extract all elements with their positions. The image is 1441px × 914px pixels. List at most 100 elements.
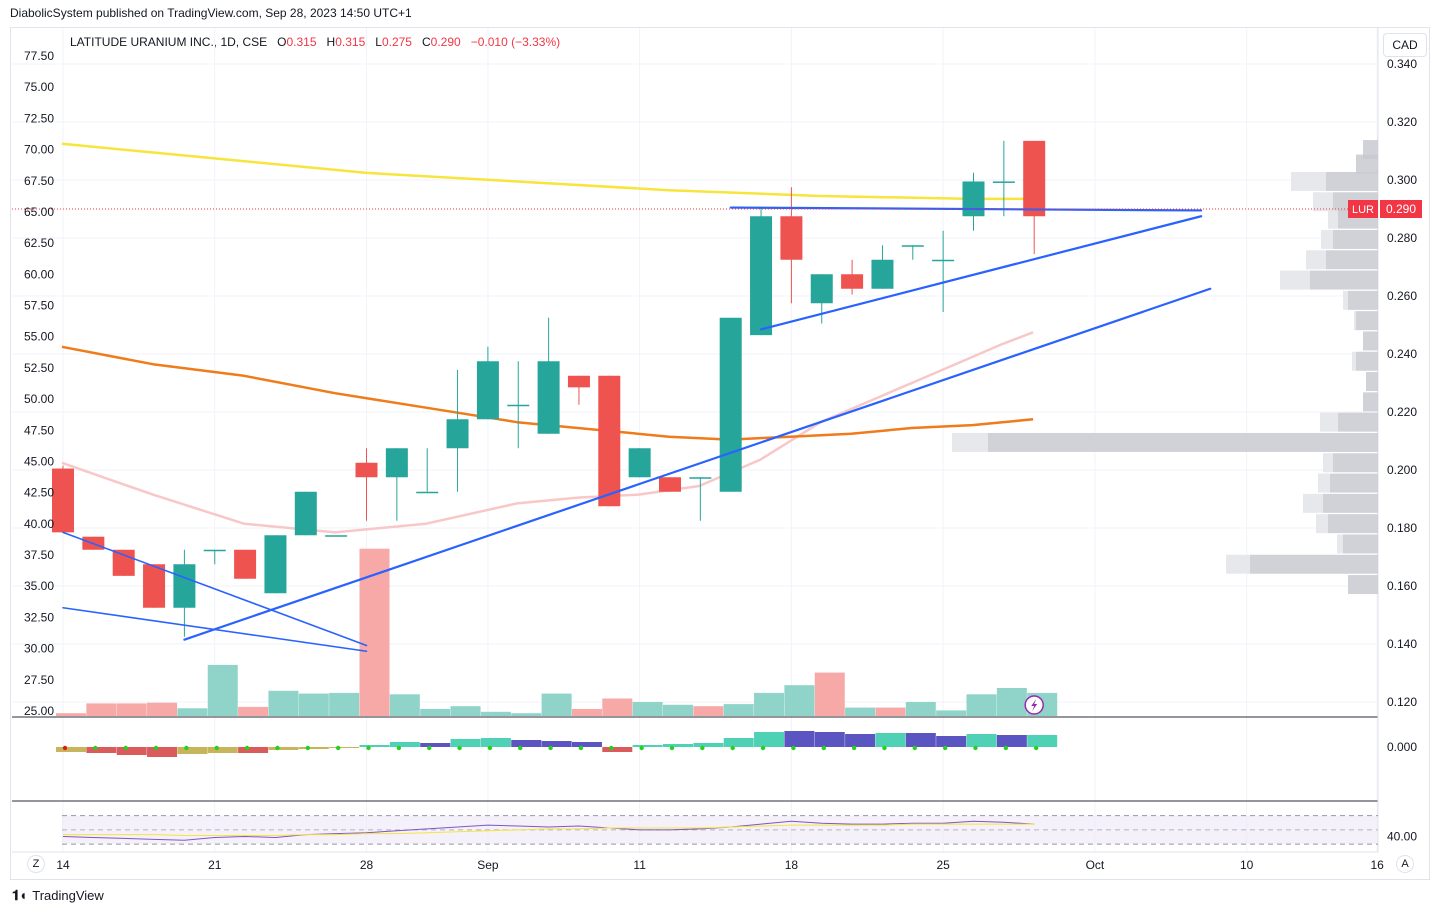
time-axis: 14 21 28 Sep 11 18 25 Oct 10 16 — [56, 858, 1384, 872]
candle-body — [203, 549, 226, 552]
candle — [598, 375, 621, 507]
candle — [750, 207, 773, 336]
rsi-line — [62, 820, 1035, 841]
candle — [476, 346, 499, 420]
chart-frame — [10, 27, 1430, 880]
volume-profile-bar — [1363, 392, 1378, 412]
candle-body — [416, 491, 439, 494]
right-axis-tick: 0.340 — [1387, 57, 1417, 71]
time-axis-tick: 16 — [1370, 858, 1384, 872]
right-axis-tick: 0.120 — [1387, 695, 1417, 709]
macd-bar — [632, 745, 663, 747]
legend-low-label: L — [375, 35, 382, 49]
macd-dot — [396, 745, 402, 751]
volume-bar — [814, 672, 845, 716]
macd-bar — [480, 738, 511, 747]
volume-profile-bar — [1343, 534, 1378, 554]
macd-bar — [754, 732, 785, 747]
candle-body — [143, 564, 166, 608]
ticker-label: LUR — [1352, 204, 1374, 216]
volume-profile-bar — [1310, 270, 1378, 290]
volume-bar — [875, 707, 906, 716]
macd-bar — [723, 738, 754, 747]
macd-dot — [1003, 745, 1009, 751]
legend-symbol: LATITUDE URANIUM INC., 1D, CSE — [70, 35, 268, 49]
auto-scale-button[interactable]: A — [1396, 855, 1414, 873]
volume-bar — [268, 690, 299, 716]
left-axis-tick: 30.00 — [24, 642, 54, 656]
candle — [1023, 140, 1046, 254]
volume-profile-bar-light — [1352, 351, 1356, 371]
price-label-bg — [1380, 200, 1422, 218]
volume-profile-bar — [1333, 453, 1378, 473]
right-axis-tick: 0.260 — [1387, 289, 1417, 303]
volume-profile-bar — [1323, 493, 1378, 513]
candle — [871, 245, 894, 289]
volume-bar — [602, 698, 633, 716]
macd-axis-tick: 0.000 — [1387, 740, 1417, 754]
trendline — [183, 287, 1212, 641]
macd-dot — [123, 745, 128, 751]
candle — [932, 230, 955, 312]
candle — [52, 465, 74, 533]
volume-profile-bar — [1338, 412, 1378, 432]
volume-profile-bar — [1363, 331, 1378, 351]
candle-body — [962, 181, 985, 217]
macd-dot — [578, 745, 584, 751]
candle — [112, 549, 135, 576]
left-axis-tick: 57.50 — [24, 299, 54, 313]
legend-high-label: H — [326, 35, 336, 49]
volume-profile-bar — [1326, 250, 1378, 270]
right-axis-tick: 0.160 — [1387, 579, 1417, 593]
footer-brand[interactable]: TradingView — [32, 888, 104, 903]
volume-profile-bar-light — [1226, 554, 1250, 574]
macd-bar — [268, 747, 299, 750]
trendline — [729, 206, 1203, 212]
volume-profile-bar-light — [1306, 250, 1326, 270]
macd-dot — [942, 745, 948, 751]
volume-profile-bar-light — [1323, 453, 1333, 473]
candle-body — [537, 361, 560, 434]
macd-dot — [791, 745, 796, 751]
macd-bar — [693, 743, 724, 747]
left-axis-tick: 65.00 — [24, 205, 54, 219]
trendlines — [62, 206, 1212, 653]
currency-button[interactable]: CAD — [1383, 33, 1427, 57]
left-axis-tick: 47.50 — [24, 423, 54, 437]
candle-body — [1023, 140, 1046, 217]
candle-body — [932, 259, 955, 262]
left-axis-tick: 37.50 — [24, 548, 54, 562]
candle-body — [112, 549, 135, 576]
volume-profile-bar-light — [1313, 192, 1333, 212]
volume-bar — [359, 548, 390, 716]
right-axis-tick: 0.180 — [1387, 521, 1417, 535]
volume-bar — [571, 709, 602, 716]
candle-body — [234, 549, 257, 579]
macd-bar — [298, 747, 329, 749]
zoom-button[interactable]: Z — [27, 855, 45, 873]
volume-profile-bar — [1250, 554, 1378, 574]
volume-bar — [936, 710, 967, 716]
macd-dot — [669, 745, 675, 751]
macd-bar — [147, 747, 178, 757]
left-axis-tick: 27.50 — [24, 673, 54, 687]
macd-dot — [487, 745, 493, 751]
left-axis-tick: 35.00 — [24, 579, 54, 593]
ticker-label-bg — [1348, 200, 1378, 218]
right-price-axis: 0.340 0.320 0.300 0.280 0.260 0.240 0.220 0.200… — [1387, 57, 1417, 709]
volume-bar — [905, 702, 936, 716]
macd-bar — [541, 741, 572, 747]
candle — [143, 564, 166, 608]
volume-profile-bar — [1356, 351, 1378, 371]
candle-body — [901, 245, 924, 247]
candle-body — [173, 564, 196, 608]
volume-bar — [207, 664, 238, 716]
candle — [810, 274, 833, 324]
candle — [689, 477, 712, 521]
left-axis-tick: 32.50 — [24, 610, 54, 624]
macd-bar — [905, 733, 936, 747]
candle-body — [507, 404, 530, 407]
macd-bar — [845, 734, 876, 747]
ma-yellow-line — [61, 142, 1034, 201]
